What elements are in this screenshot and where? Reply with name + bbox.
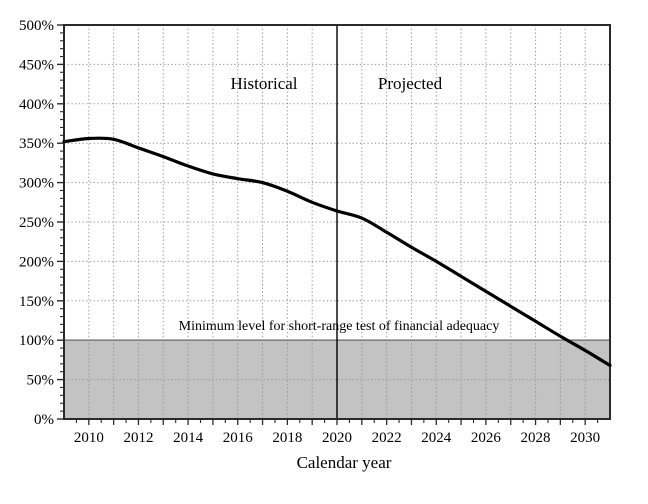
y-tick-label: 0% <box>34 412 54 428</box>
y-tick-label: 400% <box>19 97 54 113</box>
y-tick-label: 500% <box>19 18 54 34</box>
x-tick-label: 2024 <box>421 430 452 446</box>
x-tick-label: 2028 <box>521 430 551 446</box>
plot-border <box>63 24 611 420</box>
x-tick-label: 2018 <box>272 430 302 446</box>
y-tick-label: 100% <box>19 333 54 349</box>
x-tick-label: 2026 <box>471 430 502 446</box>
y-tick-label: 300% <box>19 176 54 192</box>
y-tick-label: 150% <box>19 294 54 310</box>
y-tick-label: 200% <box>19 254 54 270</box>
x-axis-title: Calendar year <box>296 453 392 472</box>
annotation-historical: Historical <box>230 74 298 93</box>
x-tick-label: 2016 <box>223 430 254 446</box>
y-tick-label: 250% <box>19 215 54 231</box>
y-tick-label: 50% <box>27 373 55 389</box>
trust-fund-ratio-line <box>62 136 612 368</box>
y-tick-label: 350% <box>19 136 54 152</box>
x-tick-label: 2020 <box>322 430 352 446</box>
x-tick-label: 2022 <box>372 430 402 446</box>
y-tick-label: 450% <box>19 57 54 73</box>
x-tick-label: 2012 <box>123 430 153 446</box>
x-tick-label: 2014 <box>173 430 204 446</box>
annotation-minimum-level: Minimum level for short-range test of fi… <box>178 319 500 334</box>
annotation-projected: Projected <box>377 74 443 93</box>
x-tick-label: 2010 <box>74 430 104 446</box>
x-tick-label: 2030 <box>570 430 600 446</box>
